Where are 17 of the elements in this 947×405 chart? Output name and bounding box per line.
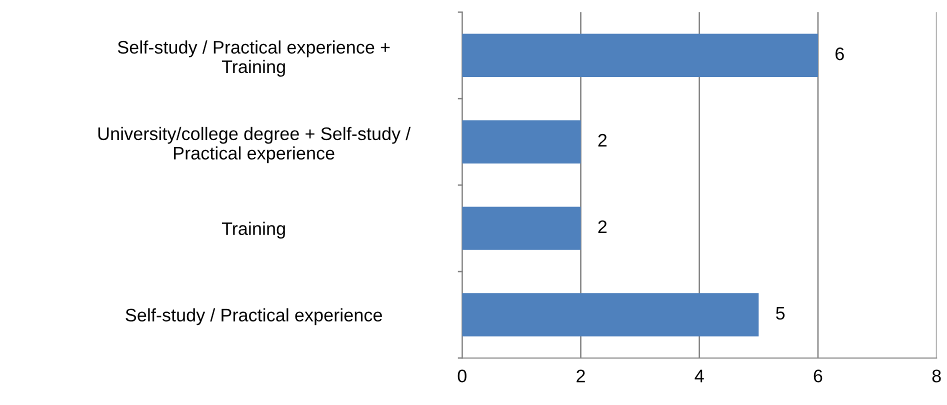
y-tick-label: Self-study / Practical experience + Training [118, 40, 390, 77]
y-tick-label: Self-study / Practical experience [126, 308, 382, 326]
bar [462, 120, 581, 164]
y-tick-label: University/college degree + Self-study / Practical experience [98, 126, 411, 164]
bar [462, 206, 581, 250]
bar [462, 34, 818, 77]
x-tick-label: 8 [932, 370, 941, 382]
y-tick-label: Training [222, 222, 285, 239]
x-tick-label: 0 [458, 370, 466, 382]
x-tick-label: 2 [576, 370, 585, 382]
data-label: 2 [598, 220, 607, 233]
data-label: 6 [836, 47, 844, 60]
data-label: 5 [776, 307, 785, 320]
data-label: 2 [598, 134, 607, 147]
x-tick-label: 4 [694, 370, 704, 382]
bar [462, 293, 759, 336]
x-tick-label: 6 [814, 370, 822, 382]
